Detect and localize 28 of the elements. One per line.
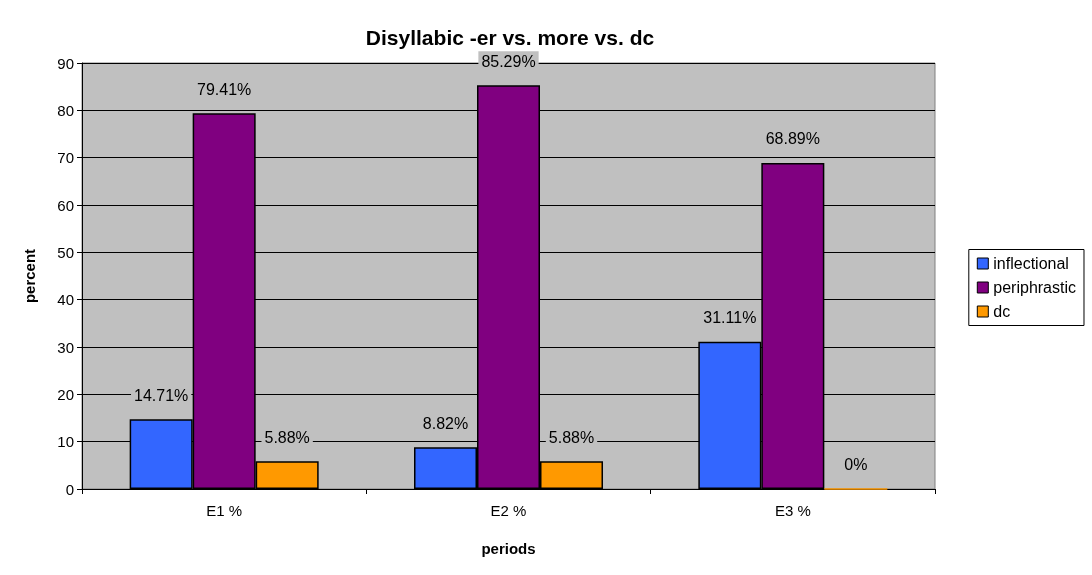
y-tick-label: 0 xyxy=(65,480,74,498)
y-tick-label: 60 xyxy=(57,196,74,214)
data-label: 5.88% xyxy=(548,428,595,446)
y-tick-label: 10 xyxy=(57,433,74,451)
data-label: 31.11% xyxy=(703,309,757,327)
y-tick-label: 70 xyxy=(57,149,74,167)
legend-label: periphrastic xyxy=(993,279,1076,296)
y-tick-label: 80 xyxy=(57,101,74,119)
data-label: 8.82% xyxy=(422,414,469,432)
x-tick-label: E1 % xyxy=(206,502,243,519)
data-label: 14.71% xyxy=(134,386,189,404)
data-label: 0% xyxy=(844,455,868,473)
data-label: 85.29% xyxy=(481,52,536,70)
x-tick-label: E2 % xyxy=(490,502,527,519)
data-label: 5.88% xyxy=(264,428,310,446)
x-tick-label: E3 % xyxy=(774,502,811,519)
y-tick-label: 20 xyxy=(57,385,74,403)
chart-title: Disyllabic -er vs. more vs. dc xyxy=(365,26,655,49)
legend-label: inflectional xyxy=(993,255,1069,272)
data-label: 79.41% xyxy=(197,80,252,98)
x-axis-title: periods xyxy=(481,540,536,557)
y-axis-title: percent xyxy=(21,248,38,304)
y-tick-label: 40 xyxy=(57,291,74,309)
legend-label: dc xyxy=(993,303,1011,320)
y-tick-label: 50 xyxy=(57,243,74,261)
data-label: 68.89% xyxy=(765,130,820,148)
y-tick-label: 30 xyxy=(57,338,74,356)
y-tick-label: 90 xyxy=(57,54,74,72)
